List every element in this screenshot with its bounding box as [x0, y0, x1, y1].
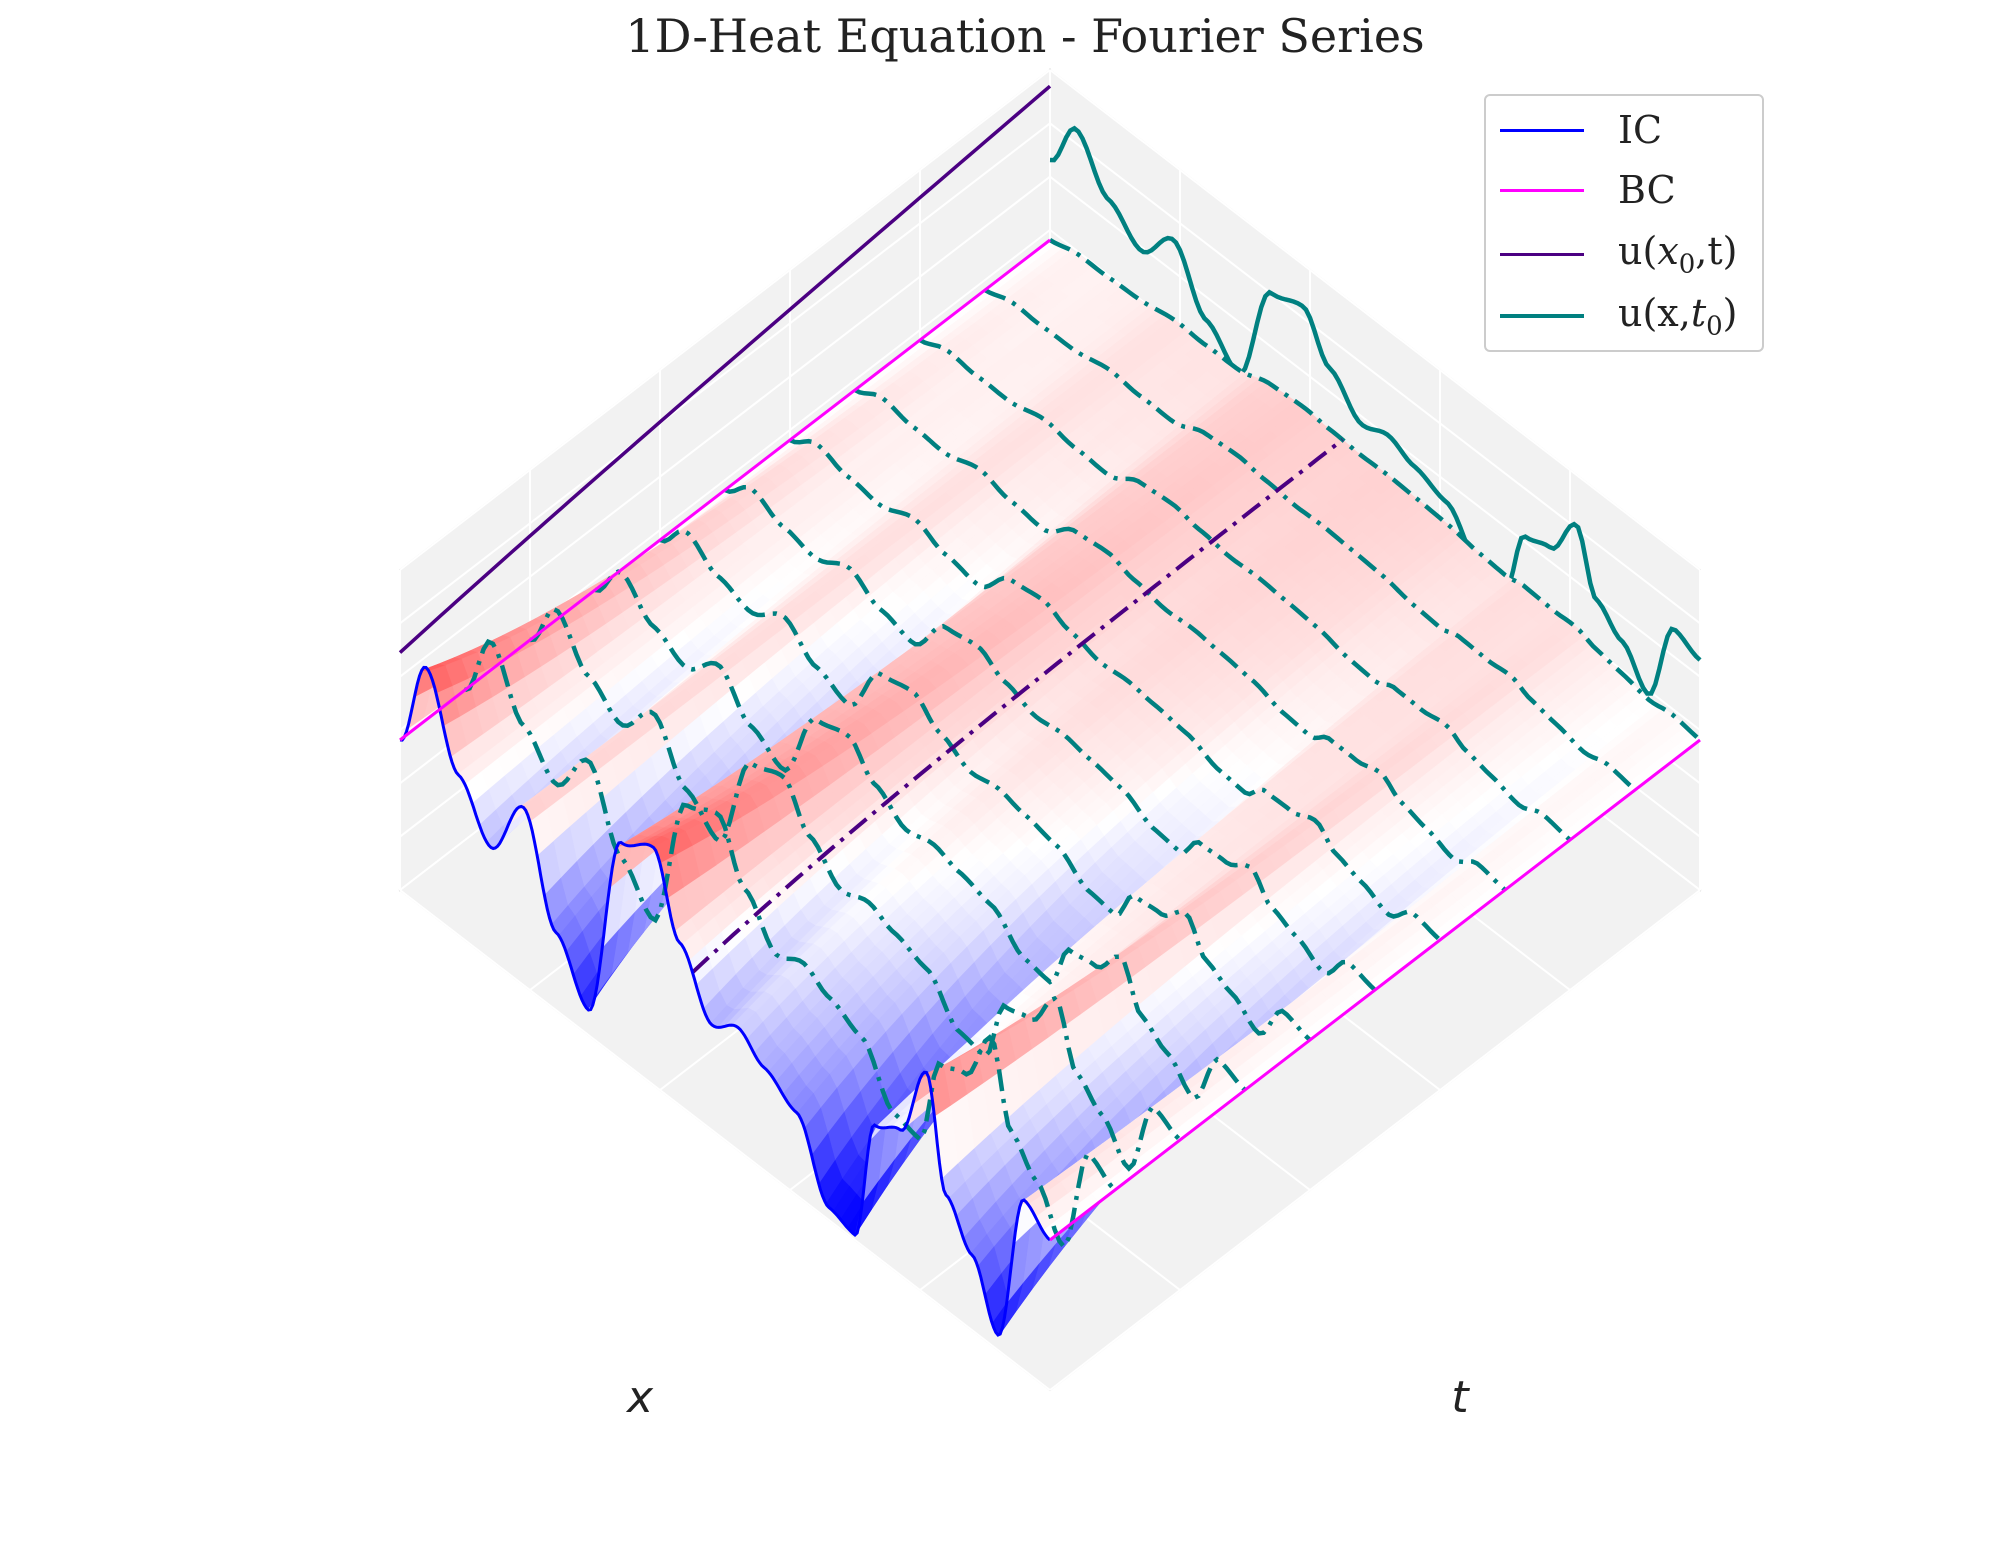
bc-line-x1	[1049, 738, 1701, 1242]
legend-entry-u-x0-t: u(x0,t)	[1500, 229, 1737, 279]
cross-section-u-x-t0	[918, 338, 1572, 842]
cross-section-u-x-t0	[594, 569, 1247, 1101]
projection-u-x0-t	[398, 84, 1052, 654]
chart-title: 1D-Heat Equation - Fourier Series	[625, 9, 1424, 63]
ic-curve	[399, 665, 1052, 1337]
legend-entry-ic: IC	[1500, 108, 1663, 152]
projection-curves	[398, 84, 1702, 696]
gridline-backx-horizontal	[399, 175, 1051, 678]
legend-label-u-x-t0: u(x,t0)	[1618, 290, 1738, 342]
cross-section-u-x-t0	[983, 288, 1637, 792]
bc-line-x0	[399, 238, 1051, 742]
cross-section-u-x-t0	[853, 387, 1507, 892]
gridline-floor-t	[399, 889, 1051, 1391]
cross-section-u-x-t0	[789, 437, 1442, 942]
x-axis-label: x	[625, 1372, 654, 1423]
cross-section-curves	[399, 238, 1702, 1337]
cross-section-u-x-t0	[1048, 238, 1702, 742]
gridline-backt-horizontal	[1049, 69, 1701, 571]
legend: IC BC u(x0,t) u(x,t0)	[1484, 94, 1764, 352]
legend-entry-u-x-t0: u(x,t0)	[1500, 291, 1737, 341]
heat-surface	[399, 239, 1701, 1336]
cross-section-u-x-t0	[659, 528, 1312, 1042]
legend-swatch-u-x0-t	[1500, 252, 1584, 256]
gridline-backx-horizontal	[399, 122, 1051, 625]
legend-entry-bc: BC	[1500, 168, 1676, 212]
gridline-backx-horizontal	[399, 69, 1051, 571]
legend-swatch-u-x-t0	[1500, 314, 1584, 318]
legend-swatch-ic	[1500, 128, 1584, 132]
cross-section-u-x-t0	[724, 484, 1377, 992]
cross-section-u-x-t0	[529, 606, 1182, 1172]
boundary-lines	[399, 238, 1701, 1242]
legend-label-u-x0-t: u(x0,t)	[1618, 228, 1738, 280]
legend-swatch-bc	[1500, 188, 1584, 192]
legend-label-ic: IC	[1618, 108, 1663, 152]
t-axis-label: t	[1451, 1372, 1470, 1423]
legend-label-bc: BC	[1618, 168, 1676, 212]
projection-u-x-t0	[1049, 125, 1702, 696]
gridline-backt-horizontal	[1049, 122, 1701, 625]
cross-section-u-x-t0	[464, 638, 1117, 1251]
gridline-floor-x	[1049, 889, 1701, 1391]
cross-section-u-x0-t	[691, 438, 1344, 974]
